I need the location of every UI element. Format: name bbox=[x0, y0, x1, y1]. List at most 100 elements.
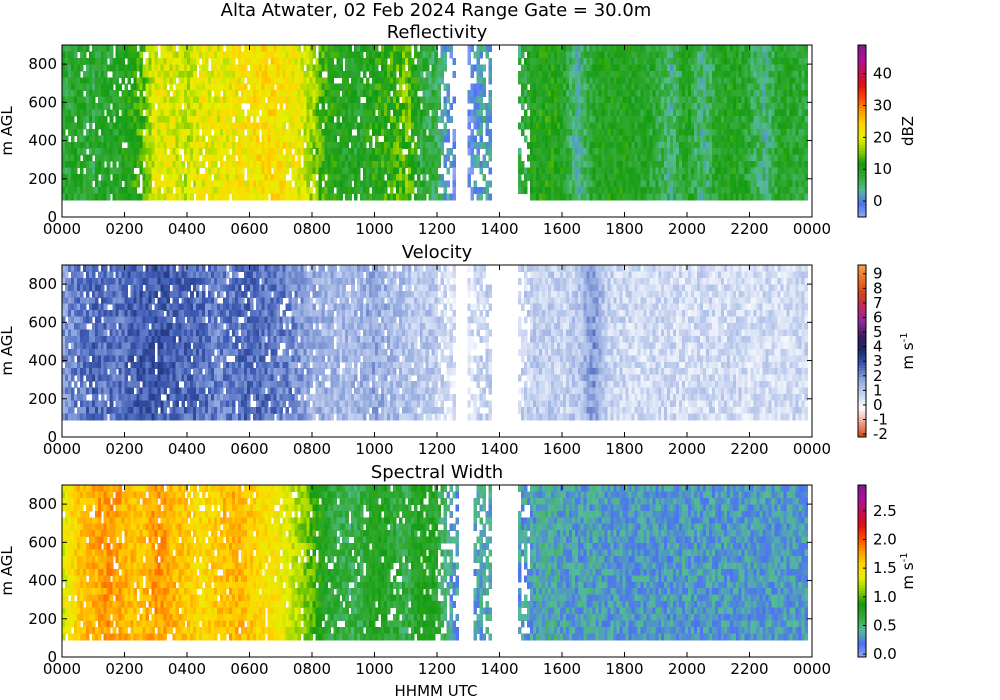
heatmap-cell bbox=[383, 135, 388, 143]
heatmap-cell bbox=[217, 51, 221, 59]
heatmap-cell bbox=[336, 57, 340, 65]
heatmap-cell bbox=[580, 70, 585, 78]
heatmap-cell bbox=[389, 186, 394, 194]
heatmap-cell bbox=[339, 135, 343, 143]
heatmap-cell bbox=[616, 122, 621, 130]
heatmap-cell bbox=[530, 90, 534, 98]
heatmap-cell bbox=[100, 135, 105, 143]
heatmap-cell bbox=[199, 51, 203, 59]
heatmap-cell bbox=[118, 51, 123, 59]
heatmap-cell bbox=[550, 154, 555, 162]
heatmap-cell bbox=[109, 135, 114, 143]
heatmap-cell bbox=[64, 180, 69, 188]
heatmap-cell bbox=[76, 109, 81, 117]
heatmap-cell bbox=[413, 161, 418, 169]
heatmap-cell bbox=[157, 161, 161, 169]
heatmap-cell bbox=[389, 115, 394, 123]
heatmap-cell bbox=[103, 90, 108, 98]
heatmap-cell bbox=[637, 57, 641, 65]
heatmap-cell bbox=[291, 122, 296, 130]
heatmap-cell bbox=[339, 167, 343, 175]
heatmap-cell bbox=[288, 141, 293, 149]
heatmap-cell bbox=[434, 186, 439, 194]
heatmap-cell bbox=[553, 193, 558, 201]
heatmap-cell bbox=[118, 174, 123, 182]
heatmap-cell bbox=[100, 115, 105, 123]
heatmap-cell bbox=[321, 45, 325, 53]
heatmap-cell bbox=[380, 193, 385, 201]
heatmap-cell bbox=[270, 148, 275, 156]
heatmap-cell bbox=[407, 83, 412, 91]
heatmap-cell bbox=[345, 96, 349, 104]
heatmap-cell bbox=[228, 90, 233, 98]
heatmap-cell bbox=[378, 90, 382, 98]
heatmap-cell bbox=[196, 115, 200, 123]
heatmap-cell bbox=[521, 103, 525, 111]
heatmap-cell bbox=[351, 64, 355, 72]
heatmap-cell bbox=[336, 154, 340, 162]
heatmap-cell bbox=[637, 135, 641, 143]
heatmap-cell bbox=[237, 51, 242, 59]
heatmap-cell bbox=[234, 161, 239, 169]
heatmap-cell bbox=[228, 167, 233, 175]
heatmap-cell bbox=[607, 180, 612, 188]
heatmap-cell bbox=[151, 103, 156, 111]
heatmap-cell bbox=[100, 122, 105, 130]
heatmap-cell bbox=[467, 180, 472, 188]
heatmap-cell bbox=[240, 57, 245, 65]
heatmap-cell bbox=[240, 77, 245, 85]
heatmap-cell bbox=[559, 103, 564, 111]
heatmap-cell bbox=[467, 148, 472, 156]
heatmap-cell bbox=[536, 135, 540, 143]
heatmap-cell bbox=[640, 122, 644, 130]
heatmap-cell bbox=[637, 64, 641, 72]
heatmap-cell bbox=[151, 154, 156, 162]
heatmap-cell bbox=[196, 96, 200, 104]
heatmap-cell bbox=[518, 122, 522, 130]
heatmap-cell bbox=[366, 90, 370, 98]
heatmap-cell bbox=[288, 154, 293, 162]
heatmap-cell bbox=[378, 77, 382, 85]
heatmap-cell bbox=[398, 90, 403, 98]
heatmap-cell bbox=[452, 167, 457, 175]
heatmap-cell bbox=[225, 51, 230, 59]
heatmap-cell bbox=[67, 128, 72, 136]
heatmap-cell bbox=[488, 128, 492, 136]
heatmap-cell bbox=[530, 122, 534, 130]
heatmap-cell bbox=[401, 96, 406, 104]
heatmap-cell bbox=[369, 174, 373, 182]
heatmap-cell bbox=[592, 64, 597, 72]
heatmap-cell bbox=[363, 141, 367, 149]
heatmap-cell bbox=[258, 115, 263, 123]
heatmap-cell bbox=[580, 51, 585, 59]
heatmap-cell bbox=[240, 83, 245, 91]
heatmap-cell bbox=[145, 161, 150, 169]
heatmap-cell bbox=[297, 161, 302, 169]
heatmap-cell bbox=[246, 174, 251, 182]
heatmap-cell bbox=[568, 148, 573, 156]
heatmap-cell bbox=[70, 161, 75, 169]
heatmap-cell bbox=[88, 83, 93, 91]
heatmap-cell bbox=[303, 167, 308, 175]
heatmap-cell bbox=[190, 148, 194, 156]
heatmap-cell bbox=[285, 186, 290, 194]
heatmap-cell bbox=[643, 45, 647, 53]
heatmap-cell bbox=[142, 64, 147, 72]
heatmap-cell bbox=[637, 167, 641, 175]
heatmap-cell bbox=[142, 148, 147, 156]
heatmap-cell bbox=[181, 141, 185, 149]
heatmap-cell bbox=[547, 135, 552, 143]
heatmap-cell bbox=[363, 154, 367, 162]
heatmap-cell bbox=[291, 103, 296, 111]
heatmap-cell bbox=[309, 193, 314, 201]
heatmap-cell bbox=[288, 96, 293, 104]
heatmap-cell bbox=[124, 174, 129, 182]
heatmap-cell bbox=[404, 135, 409, 143]
heatmap-cell bbox=[527, 57, 531, 65]
heatmap-cell bbox=[273, 45, 278, 53]
heatmap-cell bbox=[425, 115, 430, 123]
heatmap-cell bbox=[607, 161, 612, 169]
heatmap-cell bbox=[631, 128, 635, 136]
heatmap-cell bbox=[583, 70, 588, 78]
heatmap-cell bbox=[148, 141, 153, 149]
